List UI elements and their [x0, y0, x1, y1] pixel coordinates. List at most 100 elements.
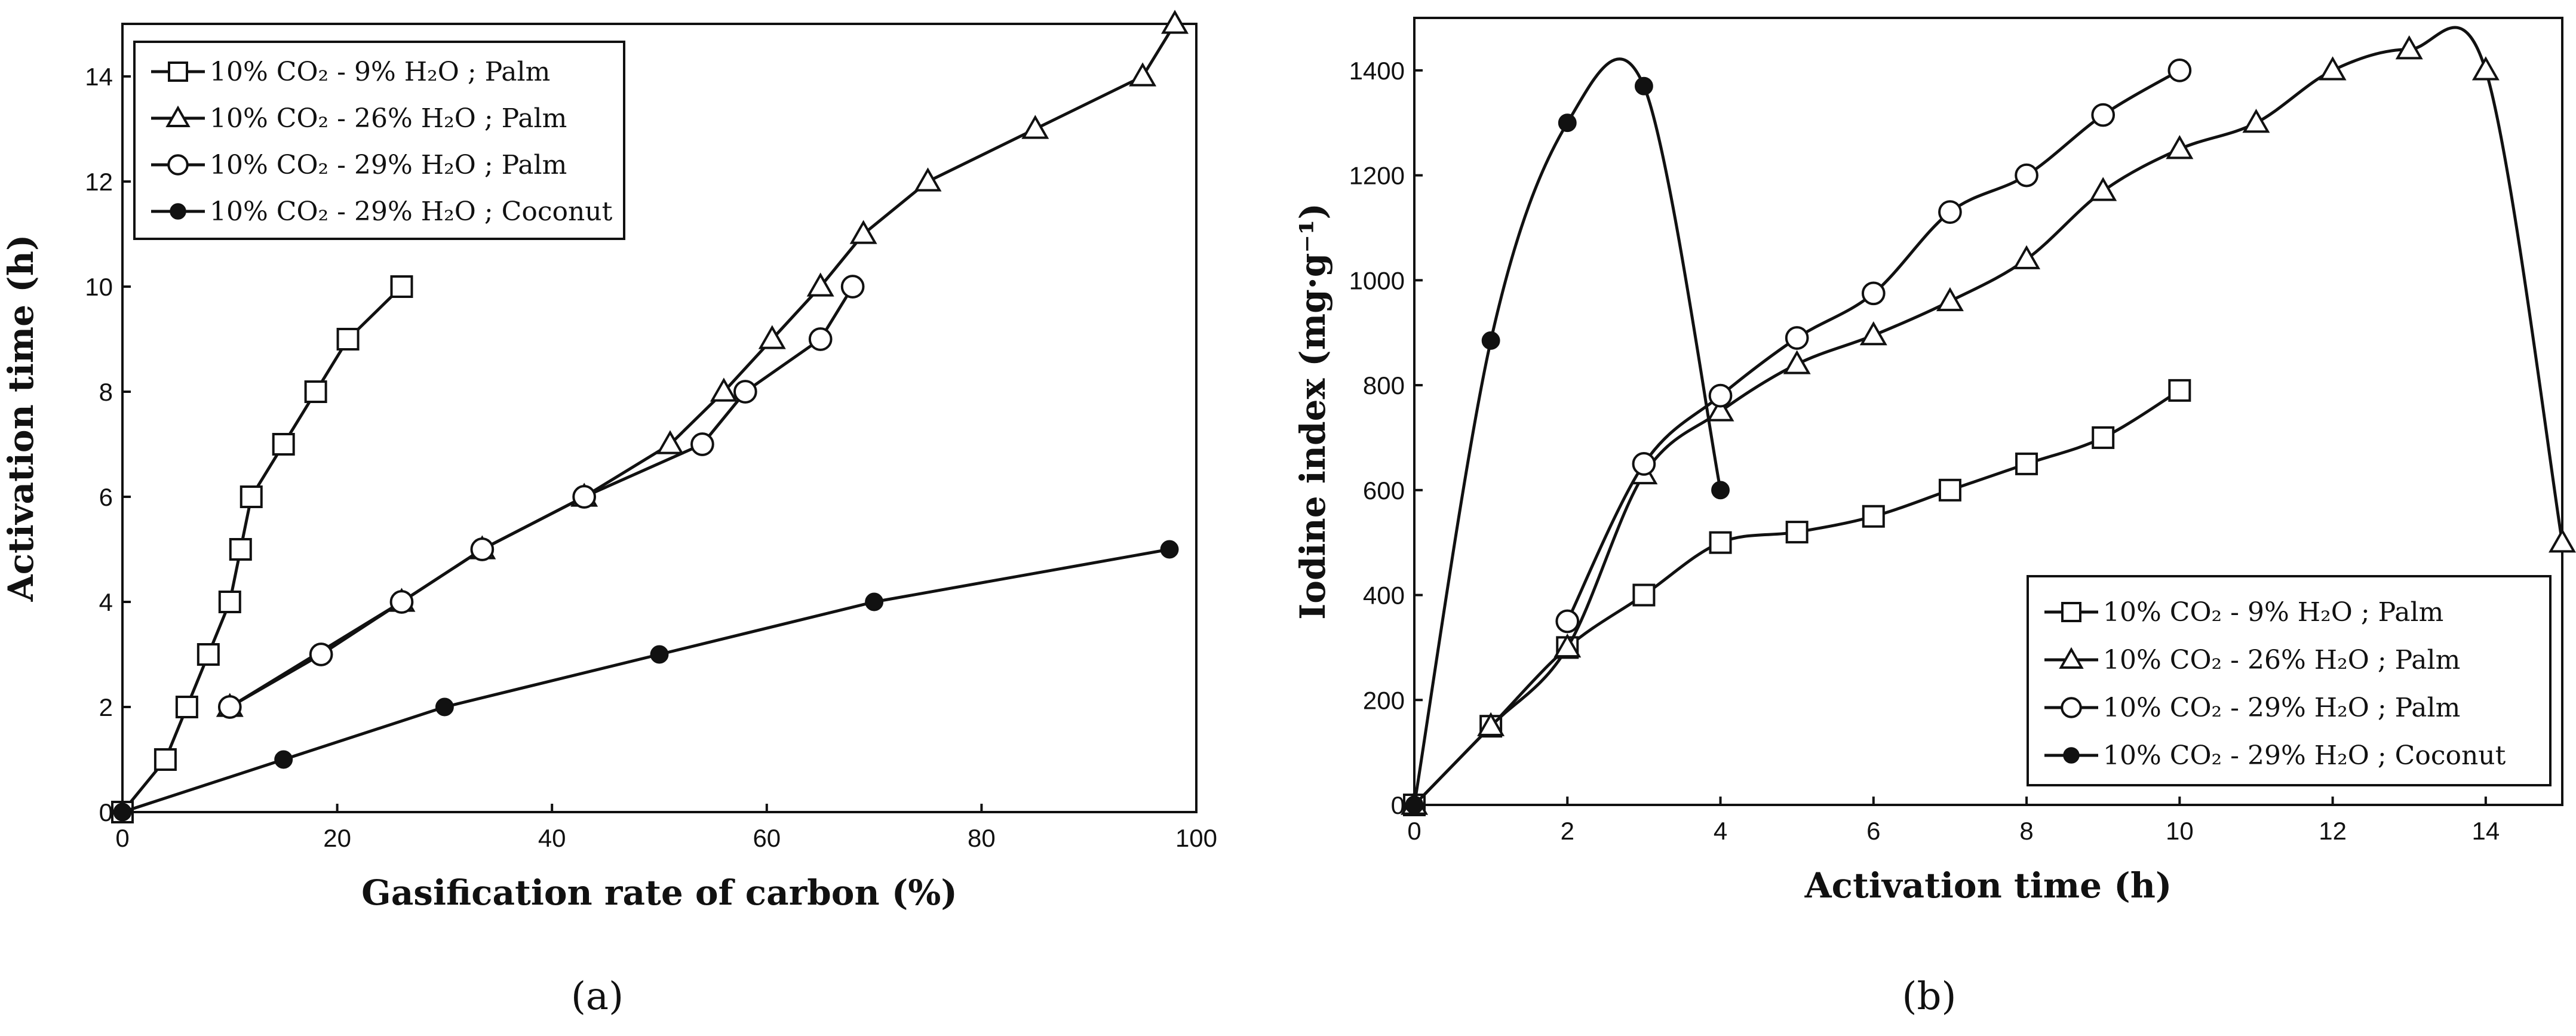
data-point-square — [1938, 478, 1961, 502]
legend-marker-square — [168, 62, 188, 82]
data-point-circle-open — [389, 590, 414, 614]
data-point-triangle — [1936, 287, 1964, 312]
data-point-triangle — [914, 167, 942, 192]
x-axis-title: Gasification rate of carbon (%) — [361, 872, 957, 913]
x-tick-label: 8 — [2019, 817, 2033, 845]
y-tick-label: 400 — [1363, 582, 1405, 610]
legend-marker-square — [2061, 602, 2081, 622]
data-point-square — [336, 328, 360, 351]
legend-label: 10% CO₂ - 26% H₂O ; Palm — [2103, 645, 2460, 675]
x-tick-label: 100 — [1175, 824, 1217, 852]
data-point-circle-filled — [435, 697, 454, 717]
data-point-square — [196, 643, 220, 666]
data-point-triangle — [710, 377, 738, 402]
data-point-circle-open — [572, 485, 596, 509]
data-point-circle-filled — [1160, 540, 1179, 559]
data-point-triangle — [1706, 397, 1734, 422]
x-tick-label: 0 — [1407, 817, 1421, 845]
data-point-triangle — [1477, 712, 1505, 736]
y-tick-label: 10 — [85, 273, 113, 301]
data-point-square — [390, 275, 413, 298]
data-point-square — [1632, 583, 1656, 607]
y-tick-label: 1400 — [1349, 57, 1405, 85]
data-point-circle-filled — [1405, 795, 1424, 814]
data-point-triangle — [2166, 135, 2194, 159]
panel-label-b: (b) — [1902, 974, 1957, 1019]
x-tick-label: 4 — [1714, 817, 1727, 845]
y-axis-title: Activation time (h) — [1, 235, 41, 602]
data-point-triangle — [806, 272, 834, 297]
data-point-circle-filled — [1558, 113, 1577, 133]
legend-marker-circle-filled — [170, 203, 186, 220]
legend-label: 10% CO₂ - 9% H₂O ; Palm — [2103, 597, 2443, 628]
x-tick-label: 20 — [323, 824, 351, 852]
data-point-circle-open — [2015, 163, 2038, 187]
x-tick-label: 60 — [753, 824, 781, 852]
data-point-triangle — [1783, 350, 1811, 374]
x-tick-label: 14 — [2472, 817, 2500, 845]
data-point-square — [2015, 452, 2038, 475]
data-point-circle-open — [1708, 383, 1733, 408]
y-axis-title: Iodine index (mg·g⁻¹) — [1292, 203, 1333, 620]
y-tick-label: 1000 — [1349, 266, 1405, 294]
data-point-circle-open — [2167, 59, 2192, 82]
legend-marker-circle-filled — [2063, 747, 2080, 764]
legend: 10% CO₂ - 9% H₂O ; Palm 10% CO₂ - 26% H₂O… — [133, 41, 625, 240]
y-tick-label: 4 — [99, 588, 113, 616]
legend: 10% CO₂ - 9% H₂O ; Palm 10% CO₂ - 26% H₂O… — [2027, 575, 2552, 786]
data-point-square — [1709, 531, 1732, 554]
x-tick-label: 10 — [2166, 817, 2194, 845]
legend-label: 10% CO₂ - 29% H₂O ; Palm — [2103, 693, 2460, 723]
data-point-square — [304, 380, 327, 403]
series-10-co2-29-h2o-palm — [217, 275, 865, 719]
data-point-circle-filled — [1711, 481, 1730, 500]
data-point-triangle — [1021, 115, 1049, 139]
legend-box — [133, 41, 625, 240]
data-point-square — [175, 696, 198, 718]
x-axis-title: Activation time (h) — [1804, 865, 2172, 906]
y-tick-label: 0 — [99, 798, 113, 826]
legend-marker-triangle — [165, 105, 191, 127]
chart-panel-a: 0 20 40 60 80 100 0 2 4 6 8 10 12 14 Gasification rate… — [1, 10, 1217, 913]
x-tick-label: 2 — [1561, 817, 1574, 845]
data-point-triangle — [2319, 56, 2347, 81]
legend-label: 10% CO₂ - 26% H₂O ; Palm — [210, 103, 567, 134]
y-tick-label: 600 — [1363, 477, 1405, 505]
data-point-triangle — [849, 220, 877, 244]
data-point-square — [272, 433, 295, 456]
y-tick-label: 0 — [1391, 791, 1405, 819]
plot-frame — [1413, 17, 2563, 806]
data-point-triangle — [2395, 35, 2423, 60]
data-point-circle-open — [1555, 609, 1580, 634]
y-tick-label: 6 — [99, 483, 113, 511]
x-tick-label: 12 — [2319, 817, 2347, 845]
legend-box — [2027, 575, 2552, 786]
data-point-circle-open — [1938, 200, 1962, 224]
legend-marker-circle-open — [2061, 697, 2082, 718]
chart-panel-b: 0 2 4 6 8 10 12 14 0 200 400 600 800 1000 1200 1400 Acti… — [1292, 17, 2576, 906]
y-tick-label: 8 — [99, 378, 113, 406]
data-point-circle-filled — [650, 645, 669, 664]
y-tick-label: 14 — [85, 63, 113, 91]
x-tick-label: 80 — [968, 824, 996, 852]
data-point-triangle — [2549, 528, 2576, 553]
data-point-square — [1862, 505, 1885, 528]
data-point-circle-open — [690, 432, 714, 456]
data-point-circle-open — [309, 642, 333, 666]
y-tick-label: 200 — [1363, 686, 1405, 714]
legend-label: 10% CO₂ - 9% H₂O ; Palm — [210, 57, 550, 87]
legend-marker-triangle — [2059, 647, 2084, 669]
data-point-circle-open — [1861, 281, 1886, 306]
y-tick-label: 1200 — [1349, 162, 1405, 190]
legend-label: 10% CO₂ - 29% H₂O ; Palm — [210, 150, 567, 180]
data-point-circle-filled — [274, 750, 293, 769]
data-point-triangle — [2089, 177, 2117, 201]
series-10-co2-29-h2o-coconut — [113, 540, 1179, 822]
data-point-triangle — [2013, 245, 2041, 269]
data-point-circle-filled — [1481, 331, 1500, 350]
data-point-circle-filled — [865, 592, 884, 611]
data-point-triangle — [1161, 10, 1189, 34]
data-point-circle-open — [1632, 452, 1656, 476]
data-point-circle-filled — [113, 803, 132, 822]
